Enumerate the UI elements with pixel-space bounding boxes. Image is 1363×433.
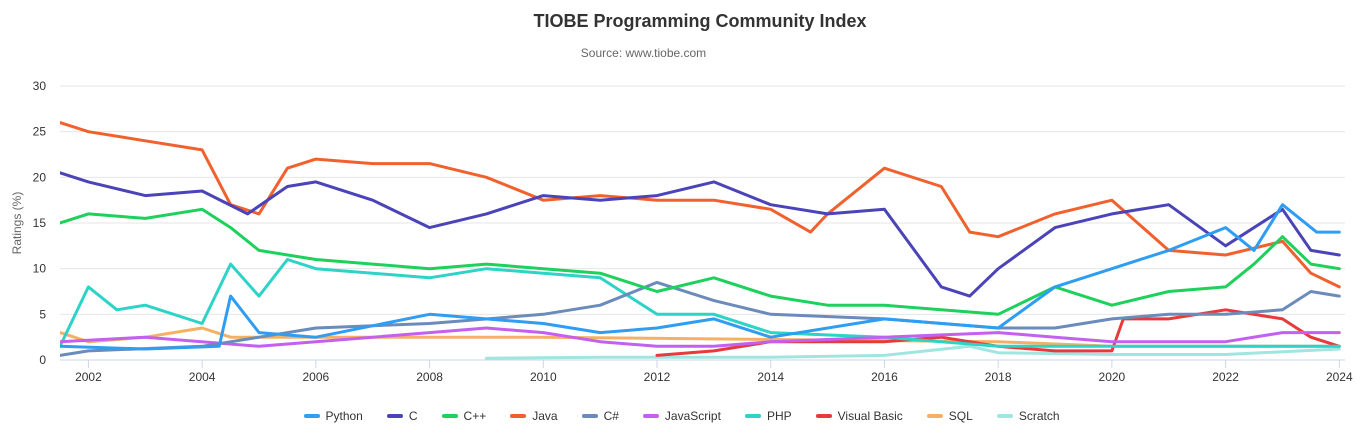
x-tick-label: 2010 (530, 370, 557, 384)
y-tick-label: 30 (33, 79, 47, 93)
legend-label: Java (532, 409, 558, 423)
series-line-c (60, 207, 1341, 316)
legend-item[interactable]: Python (303, 409, 363, 423)
series-line-c (60, 280, 1341, 357)
y-tick-label: 10 (33, 262, 47, 276)
y-axis-title: Ratings (%) (10, 192, 24, 255)
legend-item[interactable]: PHP (744, 409, 792, 423)
x-tick-label: 2022 (1212, 370, 1239, 384)
legend-swatch (926, 414, 943, 418)
legend-item[interactable]: SQL (926, 409, 973, 423)
legend-item[interactable]: C (386, 409, 418, 423)
y-tick-label: 15 (33, 216, 47, 230)
x-tick-label: 2020 (1099, 370, 1126, 384)
series-line-php (60, 258, 1341, 348)
legend-label: JavaScript (664, 409, 721, 423)
x-tick-label: 2016 (871, 370, 898, 384)
x-tick-label: 2002 (75, 370, 102, 384)
legend-swatch (386, 414, 403, 418)
legend-swatch (642, 414, 659, 418)
x-tick-label: 2018 (985, 370, 1012, 384)
series-line-scratch (484, 344, 1341, 360)
legend-swatch (303, 414, 320, 418)
legend-swatch (996, 414, 1013, 418)
chart-subtitle: Source: www.tiobe.com (580, 46, 707, 60)
legend-label: C++ (463, 409, 487, 423)
x-tick-label: 2004 (189, 370, 216, 384)
legend-swatch (815, 414, 832, 418)
legend-item[interactable]: Java (510, 409, 558, 423)
y-tick-label: 0 (39, 353, 46, 367)
series-line-c (60, 171, 1341, 298)
legend-item[interactable]: JavaScript (642, 409, 721, 423)
legend-label: Visual Basic (837, 409, 903, 423)
legend-label: PHP (766, 409, 792, 423)
legend-label: C# (603, 409, 619, 423)
x-tick-label: 2014 (757, 370, 784, 384)
legend-item[interactable]: C++ (441, 409, 487, 423)
legend-swatch (744, 414, 761, 418)
legend-label: SQL (948, 409, 973, 423)
x-tick-label: 2006 (303, 370, 330, 384)
x-tick-label: 2012 (644, 370, 671, 384)
chart-legend: Python C C++ Java C# JavaScript PHP Visual Basi… (0, 409, 1363, 423)
legend-label: Scratch (1018, 409, 1060, 423)
legend-label: Python (325, 409, 363, 423)
series-line-java (60, 121, 1341, 289)
y-tick-label: 20 (33, 170, 47, 184)
y-tick-label: 5 (39, 307, 46, 321)
legend-swatch (581, 414, 598, 418)
legend-item[interactable]: Scratch (996, 409, 1060, 423)
y-tick-label: 25 (33, 125, 47, 139)
legend-swatch (441, 414, 458, 418)
legend-swatch (510, 414, 527, 418)
series-line-javascript (60, 326, 1341, 348)
chart-title: TIOBE Programming Community Index (533, 11, 867, 31)
x-tick-label: 2008 (416, 370, 443, 384)
legend-item[interactable]: Visual Basic (815, 409, 903, 423)
legend-item[interactable]: C# (581, 409, 619, 423)
legend-label: C (408, 409, 418, 423)
series-line-python (60, 203, 1341, 351)
x-tick-label: 2024 (1326, 370, 1353, 384)
